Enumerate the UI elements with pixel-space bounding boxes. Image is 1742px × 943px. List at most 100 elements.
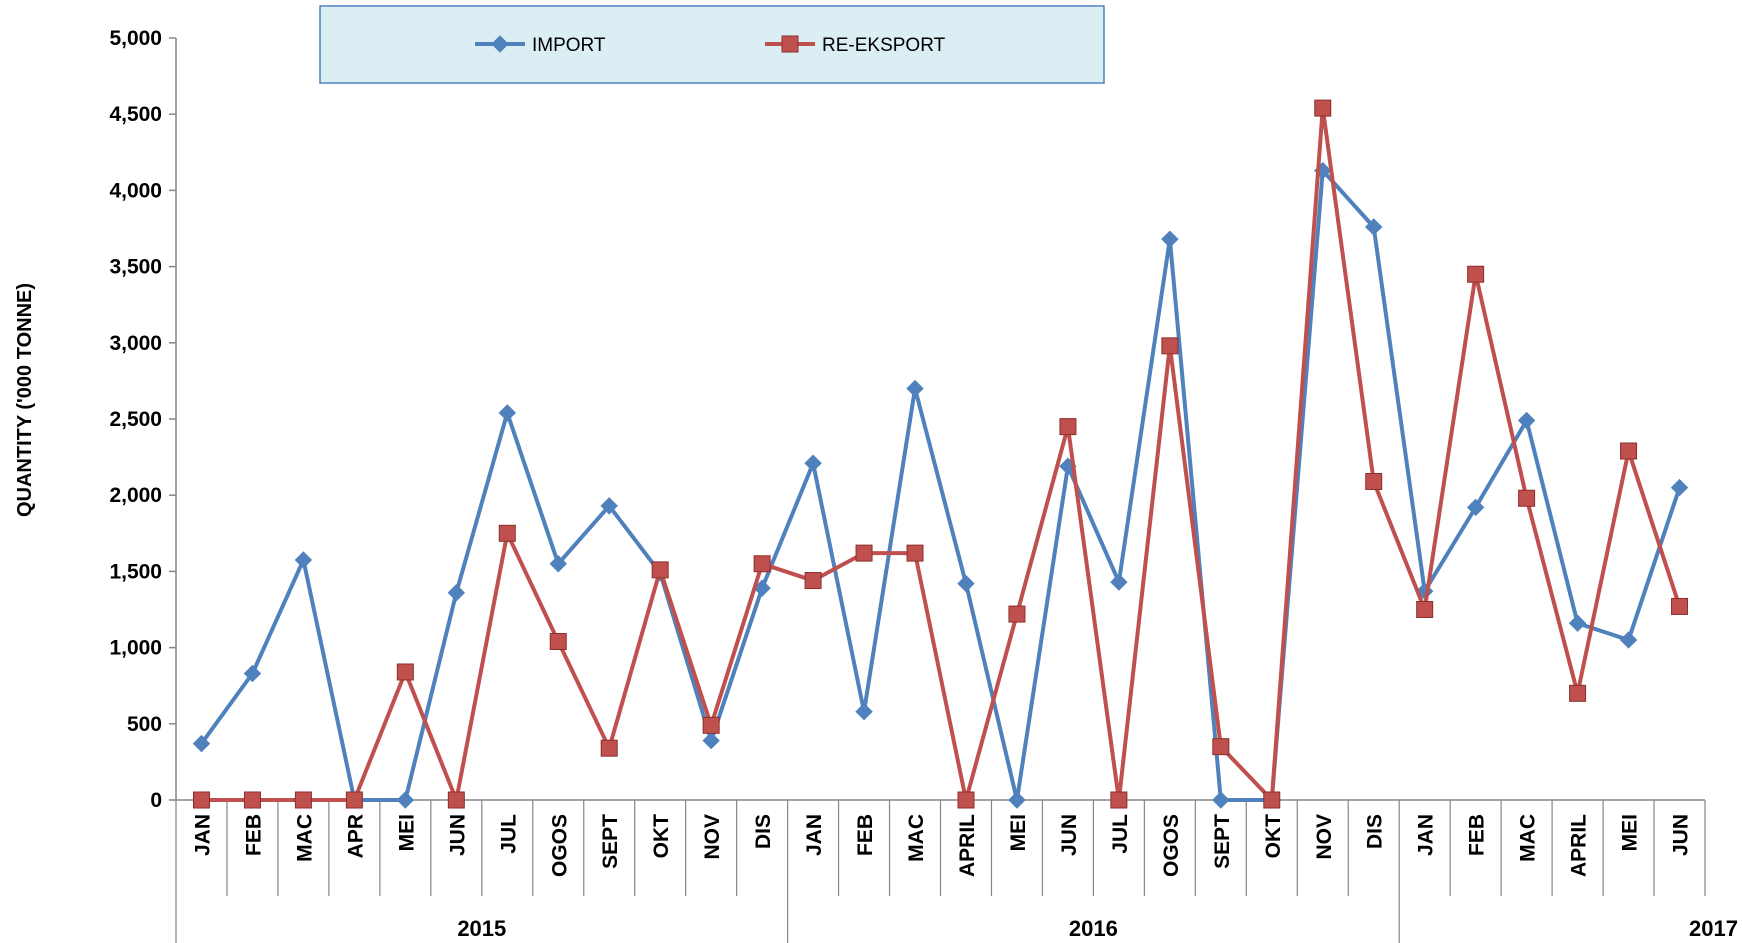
x-tick-label: OGOS: [548, 814, 571, 877]
x-tick-label: MAC: [293, 814, 316, 862]
data-point: [1569, 684, 1587, 702]
data-point: [1110, 573, 1128, 591]
x-tick-label: FEB: [242, 814, 265, 856]
x-tick-label: JUL: [1109, 814, 1132, 854]
y-tick-label: 2,500: [109, 408, 162, 431]
data-point: [1517, 411, 1536, 430]
x-tick-label: NOV: [1313, 814, 1336, 860]
data-point: [447, 584, 466, 602]
legend: IMPORT RE-EKSPORT: [319, 5, 1105, 84]
series-import: [192, 161, 1689, 809]
x-tick-label: JUN: [1670, 814, 1693, 856]
data-point: [804, 454, 822, 472]
data-point: [600, 739, 618, 757]
data-point: [1059, 418, 1077, 436]
x-tick-label: APRIL: [956, 814, 979, 877]
x-tick-label: JUN: [446, 814, 469, 856]
data-point: [1161, 337, 1179, 355]
data-point: [1161, 230, 1179, 248]
data-point: [192, 791, 210, 809]
series-line: [201, 106, 1682, 802]
legend-marker: [781, 35, 799, 53]
x-tick-label: OGOS: [1160, 814, 1183, 877]
data-point: [1365, 218, 1383, 236]
data-point: [753, 555, 771, 573]
series-re-eksport: [192, 99, 1689, 809]
x-tick-label: MEI: [1007, 814, 1030, 851]
data-point: [549, 555, 567, 573]
x-tick-label: JAN: [191, 814, 214, 856]
group-label: 2017: [1689, 916, 1738, 941]
data-point: [1620, 442, 1638, 460]
legend-box: [319, 5, 1105, 84]
x-tick-label: OKT: [650, 814, 673, 859]
group-label: 2015: [457, 916, 506, 941]
x-tick-label: MEI: [1619, 814, 1642, 851]
data-point: [192, 734, 211, 753]
data-point: [396, 791, 415, 809]
legend-label: RE-EKSPORT: [822, 35, 946, 56]
data-point: [396, 663, 414, 681]
data-point: [1263, 791, 1281, 809]
data-point: [1670, 478, 1689, 497]
x-tick-label: SEPT: [599, 814, 622, 869]
x-tick-label: FEB: [1466, 814, 1489, 856]
data-point: [1212, 738, 1230, 756]
x-tick-label: NOV: [701, 814, 724, 860]
legend-item: IMPORT: [475, 35, 606, 56]
y-tick-label: 1,000: [109, 637, 162, 660]
x-tick-label: DIS: [752, 814, 775, 849]
data-point: [702, 716, 720, 734]
axes-layer: 0 500 1,000 1,500 2,000 2,500 3,000 3,500 4,000 4…: [109, 27, 1738, 943]
data-point: [294, 791, 312, 809]
legend-marker: [491, 35, 509, 53]
x-tick-label: OKT: [1262, 814, 1285, 859]
y-tick-label: 2,000: [109, 484, 162, 507]
x-tick-label: SEPT: [1211, 814, 1234, 869]
data-point: [1110, 791, 1128, 809]
x-tick-label: MEI: [395, 814, 418, 851]
y-tick-label: 3,500: [109, 256, 162, 279]
x-tick-label: MAC: [905, 814, 928, 862]
data-point: [1671, 597, 1689, 615]
data-point: [498, 524, 516, 542]
data-point: [1314, 99, 1332, 117]
data-point: [855, 544, 873, 562]
x-tick-label: DIS: [1364, 814, 1387, 849]
data-point: [1466, 498, 1485, 517]
y-tick-label: 500: [127, 713, 162, 736]
data-point: [855, 702, 873, 721]
data-point: [345, 791, 363, 809]
y-tick-label: 5,000: [109, 27, 162, 50]
data-point: [600, 497, 618, 515]
data-point: [1008, 791, 1026, 809]
data-point: [906, 379, 924, 398]
data-point: [294, 551, 313, 569]
data-point: [1008, 605, 1026, 623]
data-point: [549, 633, 567, 651]
x-tick-label: JUL: [497, 814, 520, 854]
y-axis-label: QUANTITY ('000 TONNE): [14, 283, 36, 517]
data-point: [1518, 489, 1536, 507]
data-point: [1568, 614, 1587, 632]
y-tick-label: 0: [150, 789, 162, 812]
y-tick-label: 3,000: [109, 332, 162, 355]
data-point: [1416, 601, 1434, 618]
y-tick-label: 4,500: [109, 103, 162, 126]
x-tick-label: MAC: [1517, 814, 1540, 862]
x-tick-label: JAN: [803, 814, 826, 856]
data-point: [498, 404, 516, 422]
data-point: [957, 574, 975, 593]
series-layer: [192, 99, 1689, 809]
group-label: 2016: [1069, 916, 1118, 941]
data-point: [1365, 472, 1383, 490]
data-point: [804, 572, 822, 590]
data-point: [243, 664, 262, 683]
x-tick-label: FEB: [854, 814, 877, 856]
data-point: [906, 544, 924, 562]
legend-label: IMPORT: [532, 35, 606, 56]
series-line: [199, 168, 1682, 802]
x-tick-label: APR: [344, 814, 367, 858]
data-point: [243, 791, 261, 809]
